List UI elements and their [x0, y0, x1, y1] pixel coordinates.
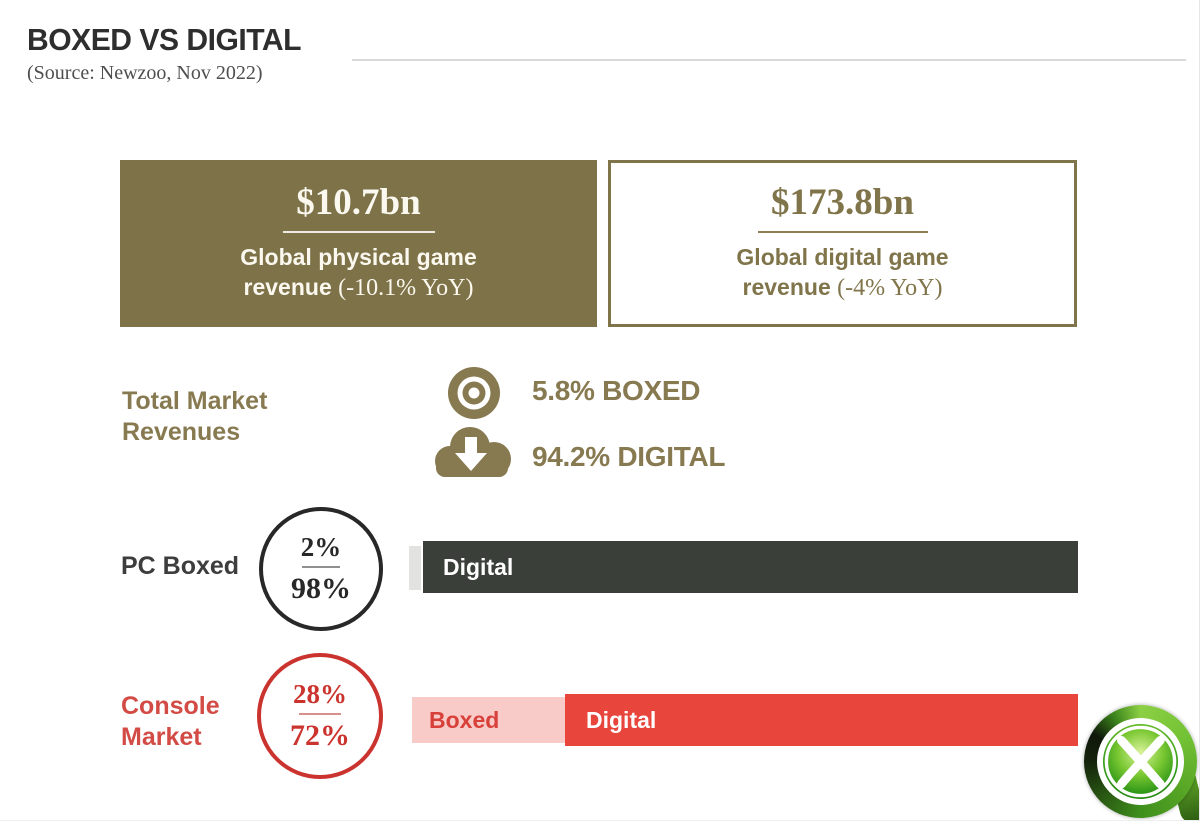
pc-ratio-circle: 2% 98%	[259, 507, 383, 631]
digital-revenue-label: Global digital game	[736, 243, 949, 270]
pc-bar-digital-segment: Digital	[423, 541, 1078, 593]
xbox-logo	[1084, 705, 1199, 820]
yoy-change: (-10.1% YoY)	[338, 274, 474, 301]
pc-boxed-label: PC Boxed	[121, 552, 240, 580]
physical-revenue-box: $10.7bn Global physical game revenue (-1…	[120, 160, 597, 327]
physical-revenue-label: Global physical game	[240, 243, 477, 270]
total-market-label: Total Market Revenues	[122, 387, 268, 447]
source-note: (Source: Newzoo, Nov 2022)	[27, 62, 263, 84]
console-ratio-circle: 28% 72%	[257, 653, 383, 779]
boxed-share-text: 5.8% BOXED	[532, 375, 701, 406]
digital-revenue-yoy: revenue (-4% YoY)	[743, 273, 943, 304]
digital-share-text: 94.2% DIGITAL	[532, 441, 726, 472]
console-bar-boxed-segment: Boxed	[412, 697, 565, 743]
page-title: BOXED VS DIGITAL	[27, 22, 302, 57]
revenue-word: revenue	[243, 273, 332, 300]
digital-revenue-box: $173.8bn Global digital game revenue (-4…	[608, 160, 1077, 327]
digital-revenue-value: $173.8bn	[771, 182, 914, 224]
ratio-divider	[302, 566, 340, 569]
physical-revenue-value: $10.7bn	[296, 182, 421, 224]
console-digital-pct: 72%	[290, 719, 350, 753]
console-boxed-pct: 28%	[293, 679, 347, 710]
header-divider	[352, 59, 1186, 61]
revenue-word: revenue	[742, 273, 831, 300]
pc-bar-boxed-segment	[409, 546, 421, 590]
console-bar-digital-label: Digital	[586, 706, 657, 733]
console-bar-boxed-label: Boxed	[429, 706, 500, 733]
yoy-change: (-4% YoY)	[837, 274, 943, 301]
value-underline	[757, 230, 928, 233]
console-market-label: Console Market	[121, 692, 220, 752]
xbox-sphere-icon	[1103, 724, 1178, 799]
pc-bar-digital-label: Digital	[443, 553, 514, 580]
pc-boxed-pct: 2%	[300, 532, 342, 563]
physical-revenue-yoy: revenue (-10.1% YoY)	[244, 273, 474, 304]
disc-icon	[447, 366, 501, 425]
pc-digital-pct: 98%	[291, 572, 351, 606]
cloud-download-icon	[428, 421, 516, 484]
value-underline	[282, 230, 435, 233]
ratio-divider	[299, 713, 341, 716]
console-bar-digital-segment: Digital	[565, 694, 1078, 746]
